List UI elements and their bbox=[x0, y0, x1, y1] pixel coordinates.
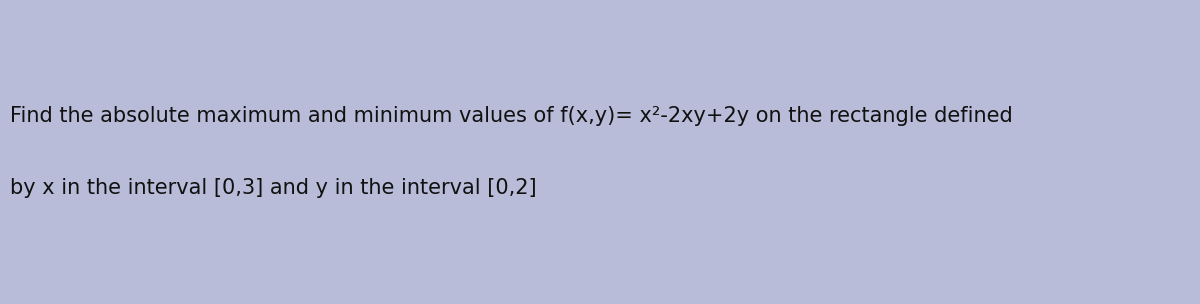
Text: by x in the interval [0,3] and y in the interval [0,2]: by x in the interval [0,3] and y in the … bbox=[10, 178, 536, 199]
Text: Find the absolute maximum and minimum values of f(x,y)= x²-2xy+2y on the rectang: Find the absolute maximum and minimum va… bbox=[10, 105, 1013, 126]
